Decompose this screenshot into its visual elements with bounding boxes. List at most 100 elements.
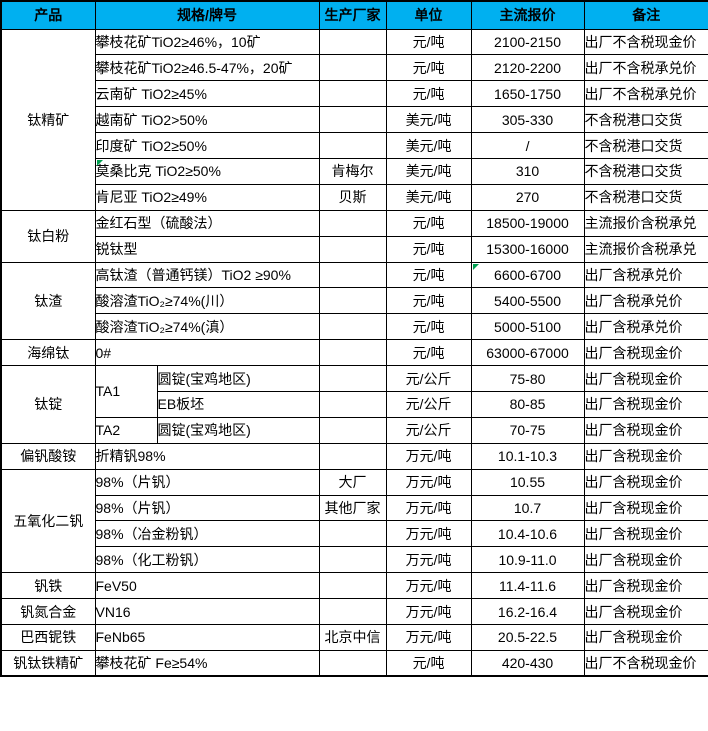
cell-product: 钛白粉 <box>0 209 96 263</box>
cell-spec: 金红石型（硫酸法） <box>94 209 320 237</box>
cell-price: 70-75 <box>470 416 585 444</box>
table-row: 钛白粉 金红石型（硫酸法） 元/吨 18500-19000 主流报价含税承兑 <box>0 209 708 263</box>
cell-maker: 北京中信 <box>318 623 387 651</box>
cell-unit: 万元/吨 <box>385 494 472 522</box>
cell-note: 出厂含税现金价 <box>583 416 708 444</box>
cell-maker <box>318 649 387 677</box>
cell-maker <box>318 209 387 237</box>
cell-maker: 肯梅尔 <box>318 157 387 185</box>
cell-price: 16.2-16.4 <box>470 598 585 625</box>
cell-unit: 美元/吨 <box>385 132 472 159</box>
cell-maker <box>318 598 387 625</box>
cell-note: 出厂不含税现金价 <box>583 28 708 56</box>
cell-unit: 元/吨 <box>385 649 472 677</box>
cell-type: EB板坯 <box>156 390 320 418</box>
spec-text: 莫桑比克 TiO2≥50% <box>95 163 221 180</box>
cell-unit: 元/吨 <box>385 287 472 315</box>
cell-spec: FeNb65 <box>94 623 320 651</box>
cell-maker <box>318 132 387 159</box>
column-header-unit: 单位 <box>385 0 472 30</box>
table-row: 锐钛型 元/吨 15300-16000 主流报价含税承兑 <box>1 235 708 263</box>
cell-unit: 元/公斤 <box>385 365 472 392</box>
cell-note: 出厂含税现金价 <box>583 572 708 600</box>
cell-maker <box>318 235 387 263</box>
cell-product: 钛渣 <box>0 261 96 341</box>
table-row: 钛精矿 攀枝花矿TiO2≥46%，10矿 元/吨 2100-2150 出厂不含税… <box>0 28 708 211</box>
table-row: 钒钛铁精矿 攀枝花矿 Fe≥54% 元/吨 420-430 出厂不含税现金价 <box>0 649 708 677</box>
column-header-maker: 生产厂家 <box>318 0 387 30</box>
cell-note: 出厂含税承兑价 <box>583 313 708 341</box>
cell-unit: 美元/吨 <box>385 157 472 185</box>
cell-maker <box>318 520 387 548</box>
cell-maker <box>318 365 387 392</box>
cell-price: 15300-16000 <box>470 235 585 263</box>
header-row: 产品 规格/牌号 生产厂家 单位 主流报价 备注 <box>0 0 708 30</box>
cell-unit: 万元/吨 <box>385 572 472 600</box>
cell-maker <box>318 313 387 341</box>
cell-unit: 元/吨 <box>385 28 472 56</box>
cell-price: 10.9-11.0 <box>470 546 585 574</box>
cell-unit: 美元/吨 <box>385 183 472 211</box>
cell-price: 80-85 <box>470 390 585 418</box>
cell-note: 出厂含税承兑价 <box>583 287 708 315</box>
cell-note: 出厂不含税承兑价 <box>583 54 708 82</box>
table-row: 印度矿 TiO2≥50% 美元/吨 / 不含税港口交货 <box>1 132 708 159</box>
cell-note: 不含税港口交货 <box>583 132 708 159</box>
cell-price: 10.1-10.3 <box>470 442 585 470</box>
table-row: TA2 圆锭(宝鸡地区) 元/公斤 70-75 出厂含税现金价 <box>1 416 708 444</box>
cell-spec: 攀枝花矿TiO2≥46%，10矿 <box>94 28 320 56</box>
comment-flag-icon <box>96 159 103 166</box>
cell-unit: 美元/吨 <box>385 106 472 134</box>
cell-product: 钒铁 <box>0 572 96 600</box>
table-row: 云南矿 TiO2≥45% 元/吨 1650-1750 出厂不含税承兑价 <box>1 80 708 108</box>
cell-price: 1650-1750 <box>470 80 585 108</box>
column-header-product: 产品 <box>0 0 96 30</box>
cell-grade: TA2 <box>94 416 158 444</box>
cell-product: 偏钒酸铵 <box>0 442 96 470</box>
cell-note: 出厂含税现金价 <box>583 390 708 418</box>
table-row: 莫桑比克 TiO2≥50% 肯梅尔 美元/吨 310 不含税港口交货 <box>1 157 708 185</box>
cell-unit: 元/吨 <box>385 261 472 289</box>
cell-note: 出厂不含税现金价 <box>583 649 708 677</box>
table-row: 钒氮合金 VN16 万元/吨 16.2-16.4 出厂含税现金价 <box>0 598 708 625</box>
table-row: 钒铁 FeV50 万元/吨 11.4-11.6 出厂含税现金价 <box>0 572 708 600</box>
cell-maker <box>318 287 387 315</box>
cell-maker <box>318 339 387 367</box>
cell-maker <box>318 106 387 134</box>
cell-unit: 万元/吨 <box>385 520 472 548</box>
cell-price: 310 <box>470 157 585 185</box>
column-header-spec: 规格/牌号 <box>94 0 320 30</box>
cell-maker: 其他厂家 <box>318 494 387 522</box>
cell-price: 5000-5100 <box>470 313 585 341</box>
cell-unit: 万元/吨 <box>385 546 472 574</box>
cell-unit: 万元/吨 <box>385 442 472 470</box>
cell-spec: 印度矿 TiO2≥50% <box>94 132 320 159</box>
cell-note: 出厂含税现金价 <box>583 546 708 574</box>
cell-maker: 贝斯 <box>318 183 387 211</box>
cell-maker <box>318 28 387 56</box>
cell-spec: 莫桑比克 TiO2≥50% <box>94 157 320 185</box>
cell-note: 出厂含税现金价 <box>583 468 708 496</box>
cell-unit: 元/吨 <box>385 209 472 237</box>
cell-note: 出厂含税现金价 <box>583 339 708 367</box>
cell-spec: 云南矿 TiO2≥45% <box>94 80 320 108</box>
cell-unit: 元/吨 <box>385 339 472 367</box>
cell-price: 18500-19000 <box>470 209 585 237</box>
table-row: 肯尼亚 TiO2≥49% 贝斯 美元/吨 270 不含税港口交货 <box>1 183 708 211</box>
table-row: 酸溶渣TiO₂≥74%(川） 元/吨 5400-5500 出厂含税承兑价 <box>1 287 708 315</box>
cell-price: 5400-5500 <box>470 287 585 315</box>
cell-note: 出厂含税现金价 <box>583 520 708 548</box>
cell-price: 2120-2200 <box>470 54 585 82</box>
table-row: 钛锭 TA1 圆锭(宝鸡地区) 元/公斤 75-80 出厂含税现金价 <box>0 365 708 444</box>
cell-maker <box>318 54 387 82</box>
table-row: 偏钒酸铵 折精钒98% 万元/吨 10.1-10.3 出厂含税现金价 <box>0 442 708 470</box>
cell-price: 10.7 <box>470 494 585 522</box>
table-row: 钛渣 高钛渣（普通钙镁）TiO2 ≥90% 元/吨 6600-6700 出厂含税… <box>0 261 708 341</box>
cell-spec: 0# <box>94 339 320 367</box>
cell-product: 钛精矿 <box>0 28 96 211</box>
cell-spec: 折精钒98% <box>94 442 320 470</box>
cell-maker <box>318 442 387 470</box>
table-row: 攀枝花矿TiO2≥46.5-47%，20矿 元/吨 2120-2200 出厂不含… <box>1 54 708 82</box>
cell-spec: 锐钛型 <box>94 235 320 263</box>
table-row: 98%（冶金粉钒） 万元/吨 10.4-10.6 出厂含税现金价 <box>1 520 708 548</box>
